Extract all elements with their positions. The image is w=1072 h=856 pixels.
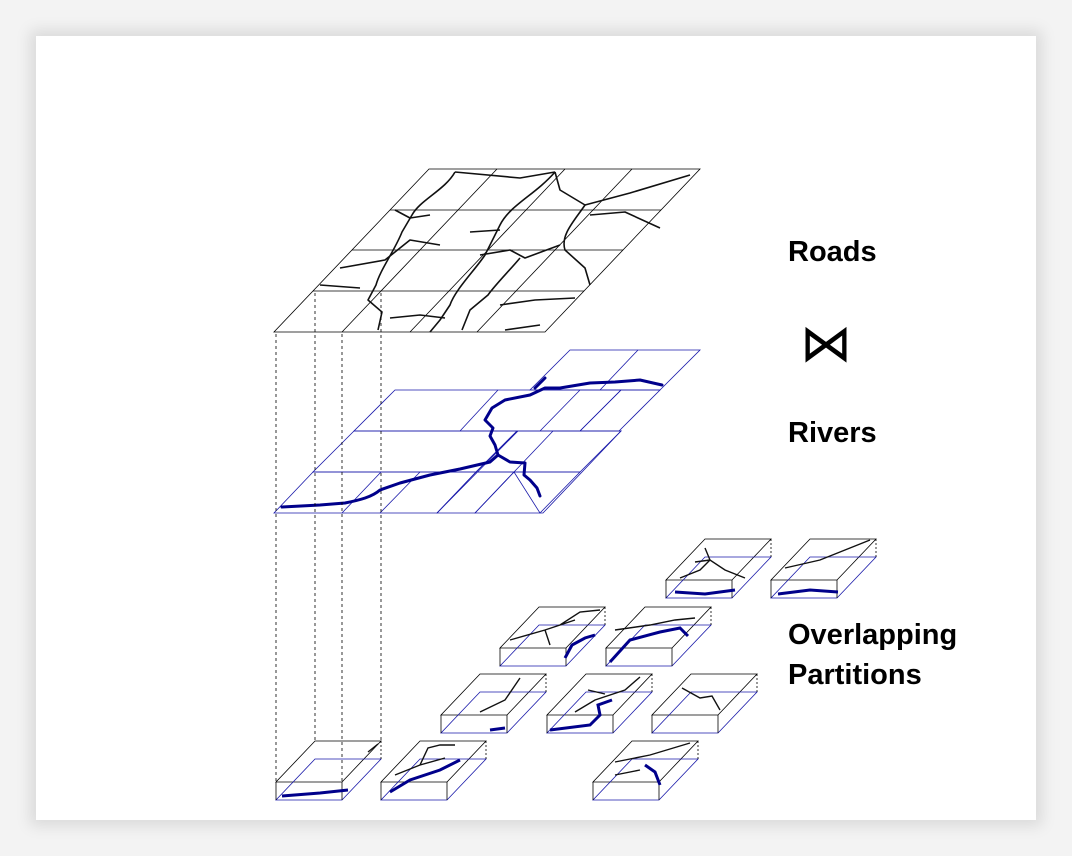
partition-box — [592, 740, 699, 801]
join-symbol: ⋈ — [800, 314, 852, 374]
partition-box — [651, 673, 758, 734]
partitions-label-line1: Overlapping — [788, 619, 958, 651]
slide-card — [36, 36, 1036, 820]
partition-box — [440, 673, 547, 734]
partitions-label-line2: Partitions — [788, 659, 922, 691]
projection-lines — [275, 293, 382, 782]
partition-box — [605, 606, 712, 667]
partition-box — [499, 606, 606, 667]
rivers-grid — [273, 349, 701, 514]
partition-box — [275, 740, 382, 801]
roads-lines — [319, 171, 691, 333]
roads-label: Roads — [788, 236, 877, 268]
partition-box — [380, 740, 487, 801]
partition-box — [665, 538, 772, 599]
partitions-label: Overlapping Partitions — [788, 615, 957, 695]
rivers-layer — [273, 349, 701, 514]
partition-box — [770, 538, 877, 599]
rivers-label: Rivers — [788, 417, 877, 449]
partitions — [275, 538, 877, 801]
river-lines — [280, 376, 664, 509]
roads-layer — [273, 168, 701, 333]
partition-box — [546, 673, 653, 734]
